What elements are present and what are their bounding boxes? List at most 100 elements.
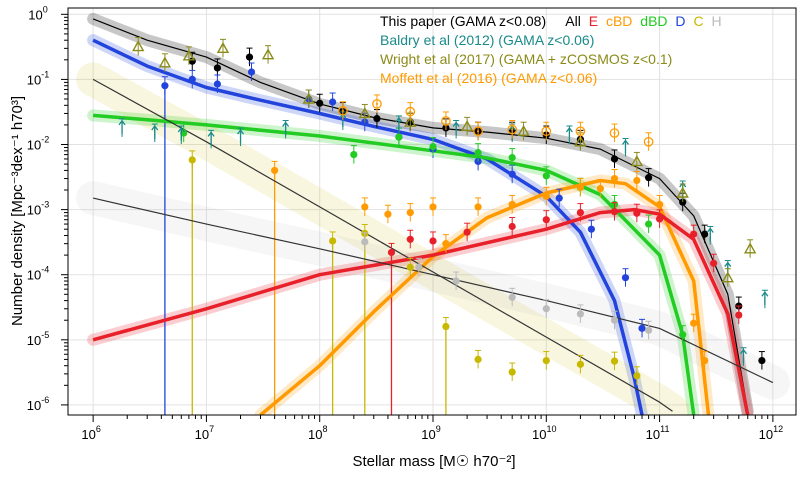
point-E-4	[508, 222, 516, 231]
point-cBD-8	[542, 192, 550, 200]
point-C-0	[188, 156, 196, 164]
fit-curve-E	[92, 207, 750, 415]
point-H-7	[645, 326, 653, 334]
point-D-14	[638, 324, 646, 332]
point-Moffett-6-dot	[545, 130, 548, 133]
point-dBD-5	[508, 153, 516, 162]
point-E-3	[463, 228, 471, 236]
y-tick-mantissa: 10	[28, 7, 42, 22]
x-axis-title-main: Stellar mass [M☉ h70⁻²]	[352, 453, 515, 470]
point-cBD-3	[406, 208, 414, 217]
legend-line1: This paper (GAMA z<0.08) All E cBD dBD D…	[380, 13, 722, 29]
legend-e-label: E	[589, 13, 598, 29]
point-All-13	[645, 174, 653, 182]
point-E-12	[735, 311, 743, 319]
point-C-1	[329, 237, 337, 245]
y-tick-exponent: -2	[41, 135, 49, 145]
legend-all-label: All	[565, 13, 581, 29]
x-axis-title: Stellar mass [M☉ h70⁻²]	[352, 453, 515, 470]
legend-d-label: D	[675, 13, 685, 29]
y-tick-label-0: 100	[28, 4, 47, 22]
point-cBD-1	[361, 203, 369, 211]
y-tick-exponent: -6	[41, 395, 49, 405]
y-tick-label-4: 10-4	[27, 265, 49, 283]
y-tick-exponent: 0	[43, 4, 48, 14]
point-cBD-12	[633, 176, 641, 185]
point-Moffett-0	[337, 105, 348, 116]
point-Wright-11	[630, 154, 644, 167]
point-Baldry-1-head	[151, 124, 159, 131]
point-H-4	[542, 305, 550, 313]
point-Moffett-8	[609, 128, 620, 138]
data-points	[118, 37, 769, 385]
fit-curve-dBD	[92, 113, 696, 415]
point-H-5	[576, 310, 584, 318]
fit-curve-All	[92, 18, 749, 412]
point-cBD-0	[271, 166, 279, 175]
point-Baldry-2-head	[177, 126, 185, 133]
point-Moffett-7	[575, 126, 586, 137]
point-cBD-9	[576, 183, 584, 191]
point-Baldry-15-head	[739, 348, 747, 355]
point-All-12	[610, 155, 619, 163]
legend-cbd-label: cBD	[606, 13, 632, 29]
point-Baldry-5-head	[282, 121, 290, 127]
point-Baldry-10-head	[565, 126, 573, 133]
point-All-1	[213, 64, 222, 72]
x-tick-exponent: 11	[660, 424, 669, 434]
point-E-6	[576, 208, 584, 217]
legend-h-label: H	[711, 13, 721, 29]
point-C-8	[576, 360, 584, 368]
point-Wright-5	[302, 92, 315, 104]
point-H-0	[361, 238, 369, 246]
x-tick-mantissa: 10	[759, 427, 773, 442]
y-tick-mantissa: 10	[27, 268, 41, 283]
point-Baldry-13-head	[706, 227, 714, 233]
x-tick-mantissa: 10	[195, 427, 209, 442]
point-All-3	[316, 99, 324, 107]
y-tick-mantissa: 10	[27, 398, 41, 413]
point-Wright-14	[743, 242, 757, 254]
point-Wright-8	[460, 119, 474, 132]
point-All-5	[373, 115, 381, 123]
point-Baldry-3-head	[207, 131, 215, 137]
fit-curve-C	[92, 78, 673, 412]
x-tick-mantissa: 10	[421, 427, 435, 442]
y-tick-exponent: -1	[41, 69, 49, 79]
point-D-11	[555, 194, 563, 202]
legend-wright: Wright et al (2017) (GAMA + zCOSMOS z<0.…	[380, 51, 672, 67]
point-Moffett-3	[441, 116, 451, 126]
x-tick-exponent: 7	[209, 424, 214, 434]
point-E-2	[429, 237, 437, 245]
point-Wright-7	[404, 115, 417, 127]
y-axis-title: Number density [Mpc⁻³dex⁻¹ h70³]	[9, 96, 26, 326]
point-Moffett-0-dot	[341, 109, 344, 112]
x-tick-exponent: 9	[436, 424, 441, 434]
point-E-1	[406, 235, 414, 243]
x-axis-ticks: 106 107 108 109 1010 1011 1012	[81, 415, 783, 442]
point-H-6	[610, 316, 619, 324]
x-tick-exponent: 6	[96, 424, 101, 434]
point-Baldry-16-head	[761, 291, 769, 297]
point-C-9	[610, 357, 619, 365]
point-cBD-5	[442, 240, 450, 248]
point-Wright-12	[676, 186, 689, 198]
x-tick-exponent: 12	[773, 424, 783, 434]
legend-c-label: C	[693, 13, 703, 29]
point-Baldry-14-head	[724, 261, 732, 267]
point-C-6	[508, 368, 516, 376]
point-Moffett-2-dot	[409, 110, 412, 113]
y-tick-exponent: -3	[41, 200, 49, 210]
point-Moffett-9	[643, 136, 654, 147]
point-cBD-7	[508, 200, 516, 209]
point-D-12	[587, 225, 595, 233]
point-Moffett-4-dot	[476, 130, 480, 133]
point-Moffett-3-dot	[444, 119, 448, 123]
x-tick-mantissa: 10	[646, 427, 660, 442]
point-E-11	[710, 259, 718, 267]
point-E-5	[542, 216, 550, 224]
point-C-3	[406, 263, 414, 271]
point-Wright-3	[216, 41, 230, 54]
point-Moffett-4	[473, 126, 483, 137]
